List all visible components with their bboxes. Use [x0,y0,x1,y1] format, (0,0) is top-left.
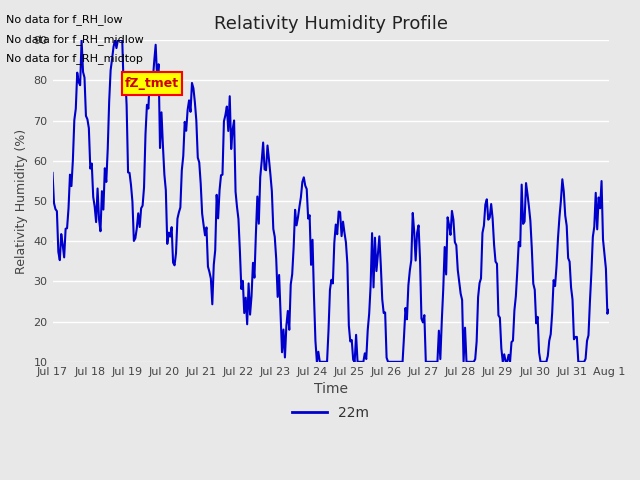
Text: No data for f_RH_midtop: No data for f_RH_midtop [6,53,143,64]
Text: No data for f_RH_low: No data for f_RH_low [6,14,123,25]
Title: Relativity Humidity Profile: Relativity Humidity Profile [214,15,447,33]
Legend: 22m: 22m [287,400,374,426]
Text: fZ_tmet: fZ_tmet [125,77,179,90]
X-axis label: Time: Time [314,382,348,396]
Text: No data for f_RH_midlow: No data for f_RH_midlow [6,34,144,45]
Y-axis label: Relativity Humidity (%): Relativity Humidity (%) [15,129,28,274]
